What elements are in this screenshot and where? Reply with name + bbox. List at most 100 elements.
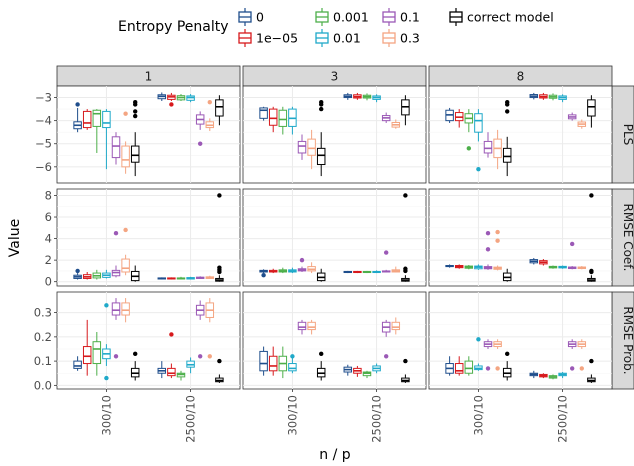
box [483, 230, 493, 270]
box [176, 94, 186, 102]
box-body [502, 147, 512, 163]
row-strip: RMSE Coef. [611, 188, 634, 287]
box [343, 270, 353, 274]
box [268, 346, 278, 376]
box [353, 365, 362, 377]
box-outlier [485, 247, 491, 252]
box [539, 373, 548, 379]
box-outlier [113, 354, 119, 359]
box-body [92, 341, 102, 365]
legend-label: correct model [467, 10, 554, 25]
x-tick-label: 300/10 [285, 395, 299, 435]
box-body [92, 109, 102, 127]
box [92, 269, 102, 280]
box-body [474, 113, 483, 133]
box-body [73, 360, 82, 369]
box [111, 132, 121, 165]
y-tick-label: −5 [35, 137, 52, 151]
box [343, 92, 353, 100]
x-tick-label: 300/10 [99, 395, 113, 435]
panel-bg [56, 188, 241, 287]
box [167, 277, 176, 280]
legend-title: Entropy Penalty [118, 19, 229, 35]
y-tick-label: −6 [35, 160, 52, 174]
box-outlier [133, 109, 138, 114]
box-body [297, 321, 307, 331]
panel [242, 85, 427, 184]
legend-entry: 0.3 [382, 29, 420, 47]
box [102, 303, 111, 381]
y-axis-title: Value [7, 219, 23, 257]
box [82, 109, 92, 130]
box [445, 107, 454, 123]
box [502, 351, 512, 381]
box [474, 264, 483, 270]
box-body [268, 108, 278, 126]
box [502, 268, 512, 282]
box [268, 106, 278, 133]
x-axis: 300/10 2500/10 [471, 389, 570, 443]
box [372, 363, 381, 374]
box-body [297, 140, 307, 154]
box-outlier [589, 193, 594, 198]
box [297, 134, 307, 160]
box-outlier [104, 375, 109, 381]
box-outlier [123, 111, 128, 116]
y-axis: 0.0 0.1 0.2 0.3 [34, 306, 57, 392]
y-tick-label: 0 [45, 275, 52, 289]
box-body [307, 321, 316, 331]
box [259, 269, 268, 278]
box-outlier [133, 113, 138, 119]
panel [428, 85, 613, 184]
box-body [307, 138, 316, 156]
box [259, 346, 268, 376]
box-outlier [319, 106, 324, 112]
box [195, 300, 205, 359]
x-tick-label: 300/10 [471, 395, 485, 435]
box-body [102, 110, 111, 129]
box [493, 339, 502, 371]
box-outlier [113, 230, 119, 236]
box [167, 92, 176, 107]
box [454, 356, 464, 376]
legend-entry: 0.01 [315, 29, 361, 47]
box [539, 92, 548, 100]
box [130, 351, 140, 381]
box [102, 269, 111, 279]
box [307, 262, 316, 274]
legend-label: 0.01 [333, 31, 361, 46]
box-body [288, 363, 297, 372]
y-tick-label: 2 [45, 253, 52, 267]
box-body [167, 367, 176, 377]
box-outlier [495, 238, 500, 243]
box [401, 358, 410, 383]
box [529, 370, 539, 379]
box [176, 370, 186, 381]
box [548, 374, 558, 380]
box-outlier [133, 102, 138, 107]
box [567, 112, 577, 121]
box-body [111, 302, 121, 316]
y-axis: −3 −4 −5 −6 [35, 91, 57, 174]
box [502, 99, 512, 177]
legend-label: 1e−05 [256, 31, 298, 46]
box [587, 95, 596, 128]
box-outlier [197, 141, 203, 146]
box-outlier [485, 366, 491, 371]
box-outlier [197, 354, 203, 359]
legend-label: 0 [256, 10, 264, 25]
box [205, 275, 215, 279]
box [121, 298, 130, 323]
box [391, 119, 401, 129]
panel [56, 291, 241, 390]
legend-entry: correct model [449, 8, 554, 26]
box [73, 268, 82, 280]
x-axis: 300/10 2500/10 [285, 389, 384, 443]
box [529, 92, 539, 100]
box [548, 265, 558, 269]
panel [428, 188, 613, 287]
box [483, 132, 493, 158]
y-tick-label: 0.0 [34, 378, 52, 392]
